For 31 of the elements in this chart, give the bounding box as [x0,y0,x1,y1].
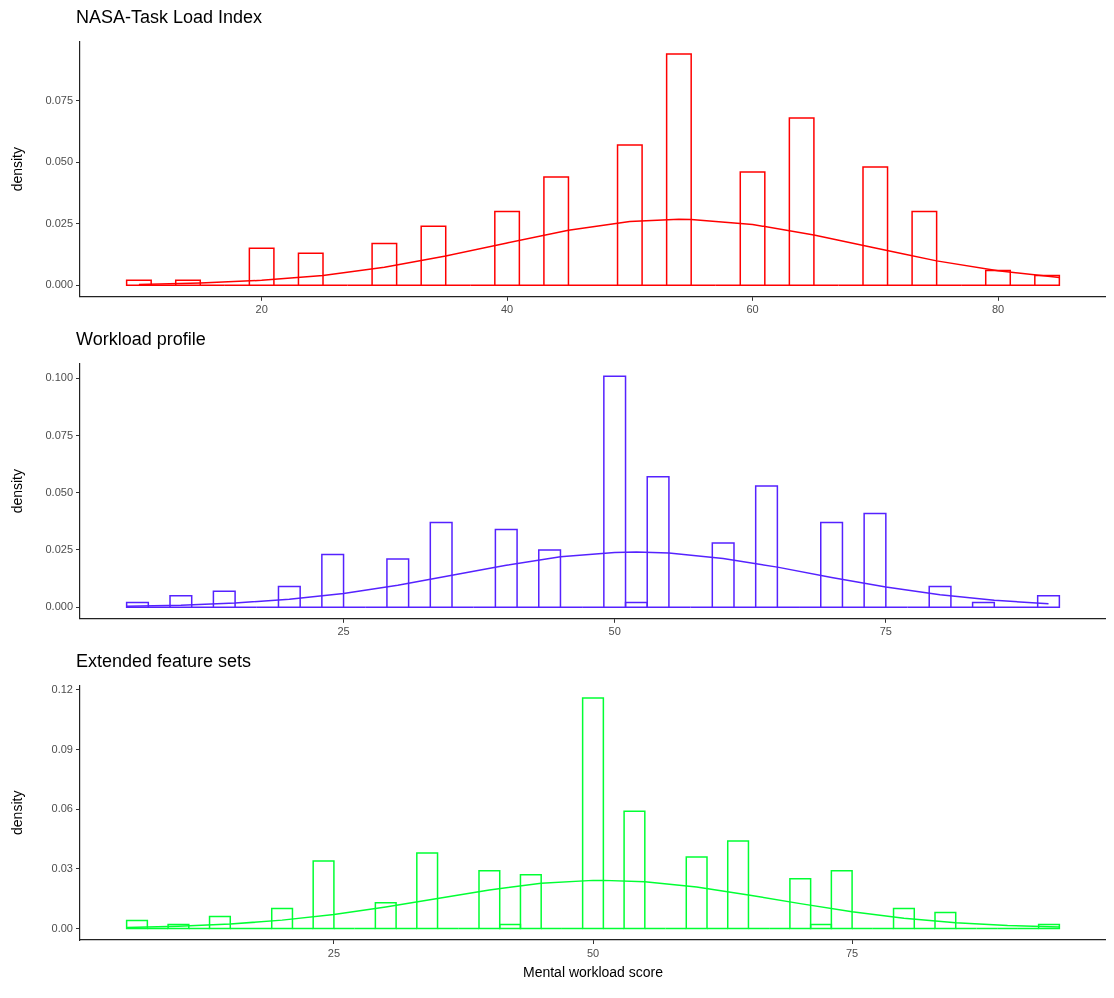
x-axis-title: Mental workload score [522,964,664,981]
y-tick-label: 0.12 [51,683,73,695]
x-tick-label: 75 [879,625,892,638]
y-tick-label: 0.050 [45,155,73,168]
chart-title: NASA-Task Load Index [76,6,264,29]
y-tick-label: 0.000 [45,600,73,613]
x-tick-label: 25 [337,625,350,638]
y-tick-label: 0.075 [45,93,73,106]
y-axis-title: density [9,790,26,835]
y-tick-label: 0.050 [45,485,73,498]
x-tick-label: 80 [991,303,1005,316]
y-tick-label: 0.09 [51,742,73,755]
y-axis-title: density [9,147,26,192]
y-tick-label: 0.025 [45,216,73,229]
y-tick-label: 0.03 [51,861,73,874]
x-tick-label: 25 [327,946,341,959]
x-tick-label: 50 [586,946,600,959]
chart-title: Workload profile [76,328,207,351]
x-tick-label: 40 [500,303,514,316]
x-tick-label: 60 [746,303,759,316]
y-tick-label: 0.000 [45,278,73,291]
x-tick-label: 75 [845,946,859,959]
y-axis-title: density [9,469,26,514]
chart-title: Extended feature sets [76,650,253,673]
y-tick-label: 0.075 [45,428,73,441]
y-tick-label: 0.100 [45,371,73,384]
x-tick-label: 50 [608,625,621,638]
x-tick-label: 20 [255,303,268,316]
y-tick-label: 0.06 [51,802,73,815]
y-tick-label: 0.00 [51,921,73,934]
y-tick-label: 0.025 [45,543,73,555]
